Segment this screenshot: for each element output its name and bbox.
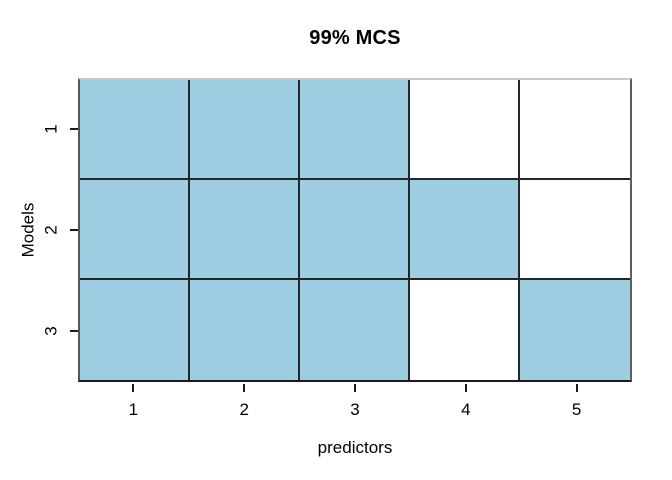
x-axis: 1 2 3 4 5 predictors [78, 382, 632, 480]
y-tick-mark-2 [70, 229, 78, 231]
x-tick-mark-3 [354, 384, 356, 392]
heatmap-cell-model3-predictor1 [80, 280, 190, 380]
heatmap-cell-model1-predictor3 [300, 80, 410, 180]
y-tick-mark-3 [70, 330, 78, 333]
y-axis: 1 2 3 [0, 78, 78, 382]
heatmap-cell-model2-predictor5 [520, 180, 630, 280]
x-tick-label-1: 1 [128, 400, 139, 419]
heatmap-cell-model2-predictor1 [80, 180, 190, 280]
x-tick-label-3: 3 [350, 400, 360, 419]
heatmap-grid [80, 80, 630, 380]
y-tick-label-1: 1 [41, 123, 61, 134]
heatmap-cell-model3-predictor4 [410, 280, 520, 380]
heatmap-cell-model1-predictor1 [80, 80, 190, 180]
x-tick-label-4: 4 [461, 400, 471, 419]
heatmap-cell-model2-predictor4 [410, 180, 520, 280]
heatmap-cell-model2-predictor3 [300, 180, 410, 280]
y-axis-title: Models [18, 202, 38, 258]
x-axis-title: predictors [317, 438, 393, 457]
heatmap-cell-model3-predictor5 [520, 280, 630, 380]
heatmap-cell-model2-predictor2 [190, 180, 300, 280]
y-tick-label-2: 2 [41, 225, 61, 235]
heatmap-cell-model1-predictor5 [520, 80, 630, 180]
y-tick-mark-1 [70, 127, 78, 130]
heatmap-cell-model1-predictor4 [410, 80, 520, 180]
x-tick-mark-4 [464, 384, 467, 392]
heatmap-cell-model3-predictor3 [300, 280, 410, 380]
x-tick-label-5: 5 [571, 400, 582, 419]
x-tick-mark-2 [243, 384, 246, 392]
plot-area [78, 78, 632, 382]
heatmap-cell-model3-predictor2 [190, 280, 300, 380]
y-tick-label-3: 3 [41, 326, 61, 337]
x-tick-mark-1 [132, 384, 135, 392]
x-tick-label-2: 2 [239, 400, 249, 419]
chart-title: 99% MCS [309, 27, 401, 49]
x-tick-mark-5 [575, 384, 578, 392]
heatmap-cell-model1-predictor2 [190, 80, 300, 180]
